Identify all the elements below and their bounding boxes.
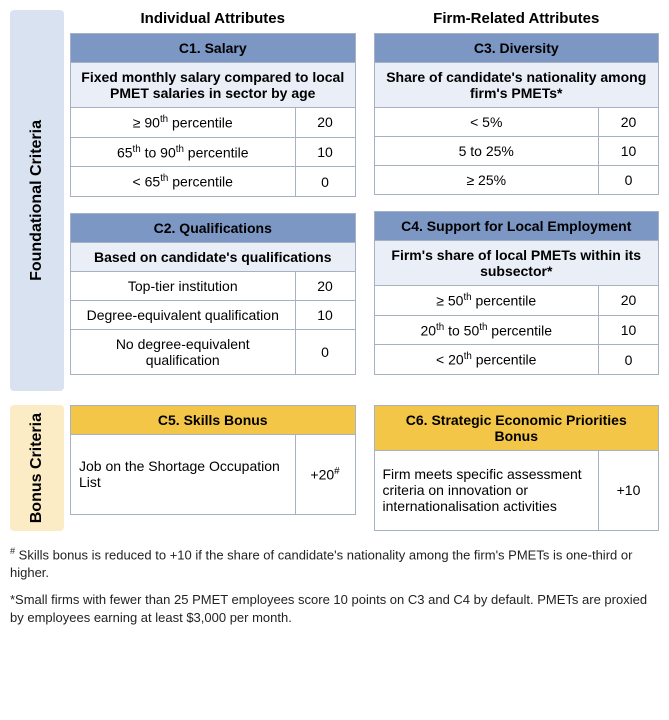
c6-value: +10	[599, 450, 659, 530]
bonus-label-text: Bonus Criteria	[28, 413, 46, 523]
c6-table: C6. Strategic Economic Priorities Bonus …	[374, 405, 660, 531]
c2-row-value: 0	[295, 329, 355, 374]
c4-table: C4. Support for Local Employment Firm's …	[374, 211, 660, 375]
c3-row-label: ≥ 25%	[374, 166, 599, 195]
c1-row-label: 65th to 90th percentile	[71, 137, 296, 167]
c3-row-label: < 5%	[374, 108, 599, 137]
foundational-section: Foundational Criteria Individual Attribu…	[10, 10, 659, 391]
c1-desc: Fixed monthly salary compared to local P…	[71, 63, 356, 108]
c5-value: +20#	[295, 434, 355, 514]
c1-row-value: 20	[295, 108, 355, 138]
firm-column: Firm-Related Attributes C3. Diversity Sh…	[374, 10, 660, 391]
c2-desc: Based on candidate's qualifications	[71, 242, 356, 271]
footnote-star: *Small firms with fewer than 25 PMET emp…	[10, 591, 659, 626]
c4-row-value: 20	[599, 286, 659, 316]
c4-row-label: ≥ 50th percentile	[374, 286, 599, 316]
c3-table: C3. Diversity Share of candidate's natio…	[374, 33, 660, 195]
c3-title: C3. Diversity	[374, 34, 659, 63]
individual-column: Individual Attributes C1. Salary Fixed m…	[70, 10, 356, 391]
c2-table: C2. Qualifications Based on candidate's …	[70, 213, 356, 375]
c3-desc: Share of candidate's nationality among f…	[374, 63, 659, 108]
c2-row-label: Degree-equivalent qualification	[71, 300, 296, 329]
firm-header: Firm-Related Attributes	[374, 10, 660, 27]
c5-column: C5. Skills Bonus Job on the Shortage Occ…	[70, 405, 356, 531]
c4-title: C4. Support for Local Employment	[374, 212, 659, 241]
bonus-section: Bonus Criteria C5. Skills Bonus Job on t…	[10, 405, 659, 531]
c2-row-value: 10	[295, 300, 355, 329]
c5-label: Job on the Shortage Occupation List	[71, 434, 296, 514]
c6-title: C6. Strategic Economic Priorities Bonus	[374, 405, 659, 450]
c1-row-label: ≥ 90th percentile	[71, 108, 296, 138]
c4-row-label: 20th to 50th percentile	[374, 315, 599, 345]
bonus-columns: C5. Skills Bonus Job on the Shortage Occ…	[70, 405, 659, 531]
c1-title: C1. Salary	[71, 34, 356, 63]
footnotes: # Skills bonus is reduced to +10 if the …	[10, 545, 659, 627]
c1-row-label: < 65th percentile	[71, 167, 296, 197]
c4-row-value: 10	[599, 315, 659, 345]
c3-row-value: 0	[599, 166, 659, 195]
c3-row-value: 20	[599, 108, 659, 137]
foundational-label-text: Foundational Criteria	[28, 120, 46, 281]
foundational-side-label: Foundational Criteria	[10, 10, 64, 391]
c1-row-value: 0	[295, 167, 355, 197]
c6-column: C6. Strategic Economic Priorities Bonus …	[374, 405, 660, 531]
bonus-side-label: Bonus Criteria	[10, 405, 64, 531]
c1-table: C1. Salary Fixed monthly salary compared…	[70, 33, 356, 197]
c3-row-value: 10	[599, 137, 659, 166]
c2-row-label: Top-tier institution	[71, 271, 296, 300]
footnote-hash: # Skills bonus is reduced to +10 if the …	[10, 545, 659, 581]
c3-row-label: 5 to 25%	[374, 137, 599, 166]
c4-row-label: < 20th percentile	[374, 345, 599, 375]
c1-row-value: 10	[295, 137, 355, 167]
c5-table: C5. Skills Bonus Job on the Shortage Occ…	[70, 405, 356, 515]
foundational-columns: Individual Attributes C1. Salary Fixed m…	[70, 10, 659, 391]
c2-row-value: 20	[295, 271, 355, 300]
c4-row-value: 0	[599, 345, 659, 375]
individual-header: Individual Attributes	[70, 10, 356, 27]
c4-desc: Firm's share of local PMETs within its s…	[374, 241, 659, 286]
c2-title: C2. Qualifications	[71, 213, 356, 242]
c2-row-label: No degree-equivalent qualification	[71, 329, 296, 374]
c5-title: C5. Skills Bonus	[71, 405, 356, 434]
c6-label: Firm meets specific assessment criteria …	[374, 450, 599, 530]
